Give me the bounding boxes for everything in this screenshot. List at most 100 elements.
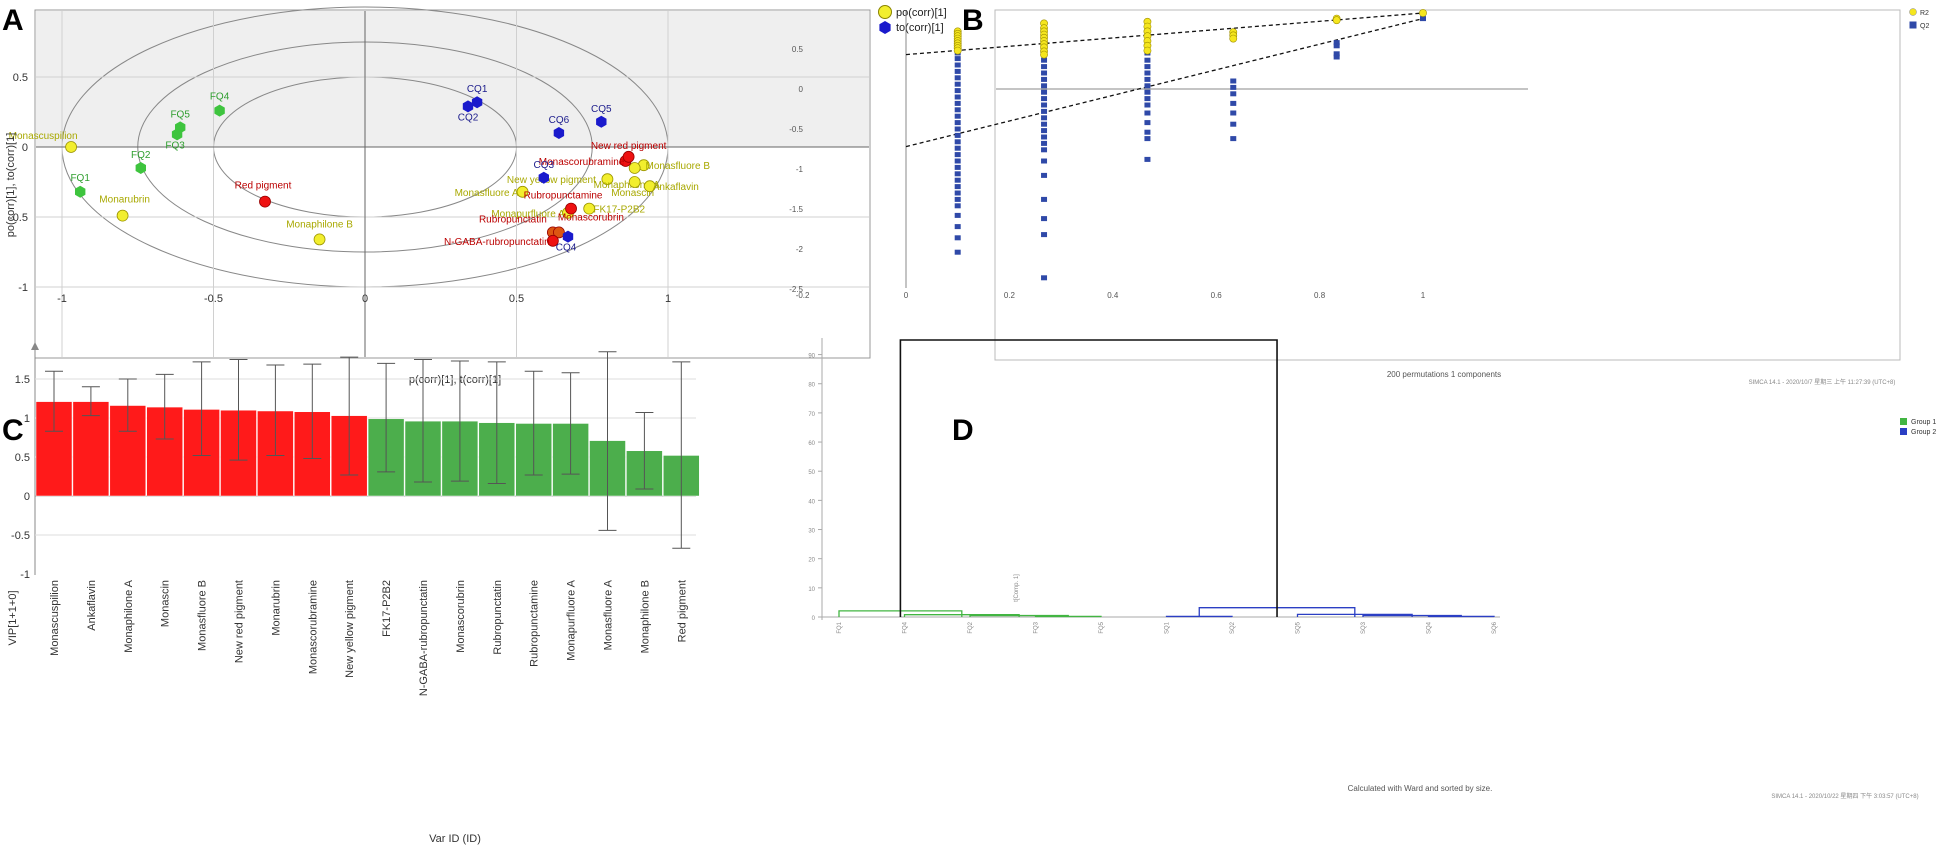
y-tick-label: 40 bbox=[808, 499, 815, 505]
q2-point bbox=[1144, 102, 1151, 108]
y-tick-label: 70 bbox=[808, 412, 815, 418]
q2-point bbox=[954, 203, 961, 209]
marker-point bbox=[538, 171, 549, 184]
q2-point bbox=[1144, 76, 1151, 82]
leaf-label: FQ1 bbox=[837, 621, 843, 633]
marker-point bbox=[565, 202, 577, 215]
q2-point bbox=[954, 62, 961, 68]
q2-regression-line bbox=[905, 17, 1424, 148]
q2-point bbox=[1041, 128, 1048, 134]
q2-point bbox=[1041, 134, 1048, 140]
point-label: CQ3 bbox=[533, 160, 554, 171]
panel-a-letter: A bbox=[2, 4, 24, 37]
legend-r2-marker bbox=[1909, 8, 1917, 16]
category-label: Monasfluore A bbox=[603, 579, 615, 650]
x-tick-label: 1 bbox=[665, 293, 671, 305]
panel-a-ticks: -1 -0.5 0 0.5 1 0.5 0 -0.5 -1 bbox=[9, 72, 671, 305]
legend-group1-label: Group 1 bbox=[1911, 419, 1936, 426]
r2-point bbox=[1040, 50, 1048, 59]
legend-q2-label: Q2 bbox=[1920, 23, 1929, 30]
y-tick-label: 80 bbox=[808, 383, 815, 389]
marker-point bbox=[628, 162, 641, 174]
y-tick-label: 0 bbox=[22, 142, 28, 154]
point-label: FQ1 bbox=[70, 173, 90, 184]
q2-point bbox=[1230, 91, 1237, 97]
q2-point bbox=[954, 68, 961, 74]
q2-point bbox=[1144, 129, 1151, 135]
q2-point bbox=[954, 107, 961, 113]
q2-point bbox=[1041, 115, 1048, 121]
leaf-label: FQ4 bbox=[903, 621, 909, 633]
point-label: Monaphilone A bbox=[594, 180, 660, 191]
category-label: Monascorubrin bbox=[455, 580, 467, 653]
r2-point bbox=[1229, 34, 1238, 43]
panel-c-category-labels: Monascuspilion Ankaflavin Monaphilone A Mon… bbox=[49, 579, 688, 696]
q2-point bbox=[954, 145, 961, 151]
q2-point bbox=[1041, 140, 1048, 146]
q2-point bbox=[1041, 57, 1048, 63]
y-tick-label: -2 bbox=[796, 245, 804, 254]
y-tick-label: 0.5 bbox=[792, 45, 804, 54]
q2-point bbox=[1041, 121, 1048, 127]
y-axis-arrow bbox=[31, 342, 39, 350]
leaf-label: FQ2 bbox=[968, 621, 974, 633]
point-label: FQ4 bbox=[210, 92, 230, 103]
category-label: Red pigment bbox=[676, 580, 688, 642]
r2-point bbox=[1143, 46, 1152, 55]
panel-a-shaded-area bbox=[36, 11, 869, 147]
panel-d: D 90 80 70 60 50 40 30 20 10 0 FQ1 FQ4 FQ2 FQ3 FQ5 SQ1… bbox=[808, 338, 1936, 800]
point-label: CQ5 bbox=[591, 104, 612, 115]
y-tick-label: 0.5 bbox=[13, 72, 28, 84]
q2-point bbox=[954, 132, 961, 138]
q2-point bbox=[1144, 89, 1151, 95]
point-label: CQ1 bbox=[467, 84, 488, 95]
q2-point bbox=[954, 235, 961, 241]
panel-c-ylabel: VIP[1+1+0] bbox=[7, 590, 19, 645]
q2-point bbox=[1333, 43, 1340, 49]
leaf-label: FQ5 bbox=[1099, 621, 1105, 633]
panel-c-xlabel: Var ID (ID) bbox=[429, 833, 481, 845]
panel-a-background bbox=[36, 6, 869, 357]
panel-d-letter: D bbox=[952, 414, 974, 447]
panel-a-gridlines bbox=[36, 11, 869, 357]
q2-point bbox=[1041, 76, 1048, 82]
point-label: FK17-P2B2 bbox=[593, 205, 645, 216]
category-label: New yellow pigment bbox=[344, 580, 356, 678]
q2-point bbox=[1144, 110, 1151, 116]
q2-point bbox=[954, 56, 961, 62]
y-tick-label: 1.5 bbox=[15, 374, 30, 386]
q2-point bbox=[1041, 147, 1048, 153]
x-tick-label: 1 bbox=[1421, 291, 1426, 300]
q2-point bbox=[1144, 96, 1151, 102]
q2-point bbox=[1041, 196, 1048, 202]
r2-regression-line bbox=[905, 12, 1424, 56]
panel-b-regression-lines bbox=[905, 12, 1424, 148]
category-label: Monascin bbox=[160, 580, 172, 627]
point-label: Monascuspilion bbox=[9, 131, 78, 142]
point-label: FQ3 bbox=[165, 140, 185, 151]
marker-point bbox=[516, 185, 529, 198]
panel-c-bars bbox=[35, 401, 700, 497]
q2-point bbox=[1144, 120, 1151, 126]
panel-b-axes: -0.2 0 0.2 0.4 0.6 0.8 1 0.5 0 -0.5 -1 -1.5 -2 -2.5 bbox=[789, 11, 1528, 300]
panel-c-error-bars bbox=[45, 351, 691, 549]
q2-point bbox=[1333, 54, 1340, 60]
point-label: Monapurfluore A bbox=[491, 209, 565, 220]
leaf-label: SQ2 bbox=[1230, 621, 1236, 634]
y-tick-label: 1 bbox=[24, 413, 30, 425]
x-tick-label: 0.6 bbox=[1211, 291, 1223, 300]
point-label: CQ6 bbox=[549, 115, 570, 126]
q2-point bbox=[954, 94, 961, 100]
category-label: Monascorubramine bbox=[307, 580, 319, 674]
category-label: Monaphilone B bbox=[639, 580, 651, 653]
point-label: Ankaflavin bbox=[653, 182, 699, 193]
y-tick-label: -0.5 bbox=[9, 212, 28, 224]
q2-point bbox=[954, 177, 961, 183]
q2-point bbox=[954, 126, 961, 132]
q2-point bbox=[1230, 78, 1237, 84]
leaf-label: SQ1 bbox=[1165, 621, 1171, 634]
category-label: New red pigment bbox=[234, 580, 246, 663]
category-label: Monarubrin bbox=[270, 580, 282, 636]
panel-d-footer: SIMCA 14.1 - 2020/10/22 星期四 下午 3:03:57 (… bbox=[1771, 792, 1918, 800]
